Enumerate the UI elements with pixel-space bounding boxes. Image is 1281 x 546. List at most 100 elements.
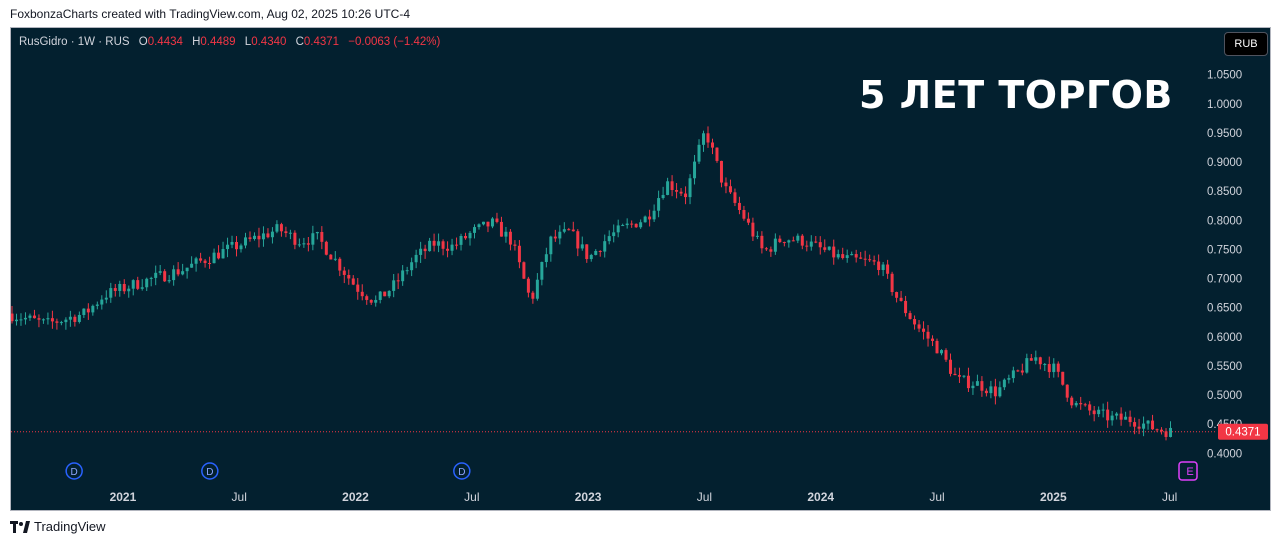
candle-body bbox=[279, 224, 283, 232]
tradingview-watermark[interactable]: TradingView bbox=[10, 519, 106, 534]
x-tick-label: 2025 bbox=[1040, 490, 1067, 504]
candle-body bbox=[1025, 358, 1029, 373]
candle-body bbox=[940, 350, 944, 354]
candle-body bbox=[634, 223, 638, 228]
candle-body bbox=[414, 254, 418, 263]
candle-body bbox=[28, 315, 32, 318]
x-tick-label: Jul bbox=[929, 490, 944, 504]
candle-body bbox=[1119, 413, 1123, 420]
candle-body bbox=[805, 245, 809, 247]
candle-body bbox=[984, 390, 988, 394]
candle-body bbox=[86, 308, 90, 313]
candle-body bbox=[908, 313, 912, 320]
candle-body bbox=[823, 247, 827, 250]
candle-body bbox=[508, 231, 512, 245]
candle-body bbox=[239, 245, 243, 250]
candle-body bbox=[854, 254, 858, 258]
candle-body bbox=[688, 178, 692, 198]
dividend-marker-label: D bbox=[71, 467, 78, 478]
candle-body bbox=[270, 231, 274, 238]
price-chart[interactable]: 1.0500 1.0000 0.9500 0.9000 0.8500 0.8000 0.75… bbox=[11, 28, 1270, 510]
candle-body bbox=[464, 235, 468, 239]
x-tick-label: Jul bbox=[697, 490, 712, 504]
candle-body bbox=[935, 340, 939, 354]
dividend-marker-icon[interactable] bbox=[201, 462, 219, 480]
candle-body bbox=[980, 381, 984, 391]
candle-body bbox=[288, 232, 292, 234]
candle-body bbox=[55, 321, 59, 323]
candle-body bbox=[1151, 420, 1155, 430]
low-value: 0.4340 bbox=[251, 36, 287, 48]
candle-body bbox=[836, 254, 840, 258]
chart-panel[interactable]: 1.0500 1.0000 0.9500 0.9000 0.8500 0.8000 0.75… bbox=[10, 27, 1271, 511]
candle-body bbox=[760, 235, 764, 249]
candle-body bbox=[1038, 357, 1042, 365]
candle-body bbox=[755, 235, 759, 237]
symbol-label[interactable]: RusGidro · 1W · RUS bbox=[19, 36, 130, 48]
candle-body bbox=[396, 280, 400, 282]
candle-body bbox=[95, 304, 99, 306]
candle-body bbox=[607, 236, 611, 242]
candle-body bbox=[513, 244, 517, 246]
candle-body bbox=[131, 280, 135, 289]
candle-body bbox=[666, 181, 670, 195]
dividend-marker-icon[interactable] bbox=[453, 462, 471, 480]
dividend-marker-icon[interactable] bbox=[65, 462, 83, 480]
candle-body bbox=[913, 319, 917, 325]
candle-body bbox=[1115, 413, 1119, 416]
candle-body bbox=[809, 241, 813, 247]
candle-body bbox=[1106, 409, 1110, 421]
candle-body bbox=[926, 331, 930, 339]
candle-body bbox=[881, 264, 885, 270]
earnings-marker-label: E bbox=[1186, 466, 1193, 478]
candle-body bbox=[625, 223, 629, 226]
candle-body bbox=[1124, 416, 1128, 420]
candle-body bbox=[441, 241, 445, 249]
candle-body bbox=[1020, 370, 1024, 373]
candle-body bbox=[1011, 370, 1015, 379]
candle-body bbox=[50, 318, 54, 322]
candle-body bbox=[41, 319, 45, 321]
y-tick-label: 0.9000 bbox=[1207, 157, 1242, 169]
candle-body bbox=[594, 250, 598, 255]
currency-button[interactable]: RUB bbox=[1224, 32, 1268, 56]
y-tick-label: 0.7000 bbox=[1207, 274, 1242, 286]
candle-body bbox=[814, 241, 818, 243]
candle-body bbox=[113, 288, 117, 291]
candle-body bbox=[652, 210, 656, 220]
candle-body bbox=[818, 242, 822, 248]
candle-body bbox=[719, 160, 723, 183]
candle-body bbox=[1043, 364, 1047, 366]
candle-body bbox=[787, 240, 791, 243]
candle-body bbox=[841, 254, 845, 259]
candle-body bbox=[19, 319, 23, 321]
candle-body bbox=[872, 260, 876, 262]
candle-body bbox=[432, 240, 436, 246]
candle-body bbox=[190, 263, 194, 268]
candle-body bbox=[32, 315, 36, 319]
candle-body bbox=[1056, 363, 1060, 372]
candle-body bbox=[477, 224, 481, 228]
y-tick-label: 1.0000 bbox=[1207, 99, 1242, 111]
candle-body bbox=[778, 238, 782, 243]
y-tick-label: 0.7500 bbox=[1207, 244, 1242, 256]
earnings-marker-icon[interactable] bbox=[1178, 461, 1198, 481]
candle-body bbox=[320, 231, 324, 242]
candle-body bbox=[293, 232, 297, 245]
chart-caption: FoxbonzaCharts created with TradingView.… bbox=[10, 7, 411, 21]
candle-body bbox=[306, 243, 310, 245]
candle-body bbox=[904, 300, 908, 314]
candle-body bbox=[962, 375, 966, 377]
candle-body bbox=[693, 161, 697, 179]
candle-body bbox=[365, 296, 369, 300]
candle-body bbox=[315, 231, 319, 234]
candle-body bbox=[675, 190, 679, 192]
y-tick-label: 0.4000 bbox=[1207, 448, 1242, 460]
candle-body bbox=[82, 308, 86, 315]
candle-body bbox=[369, 299, 373, 303]
candle-body bbox=[455, 244, 459, 246]
candle-body bbox=[553, 236, 557, 239]
candle-body bbox=[185, 267, 189, 272]
candle-body bbox=[172, 269, 176, 281]
candle-body bbox=[473, 227, 477, 233]
